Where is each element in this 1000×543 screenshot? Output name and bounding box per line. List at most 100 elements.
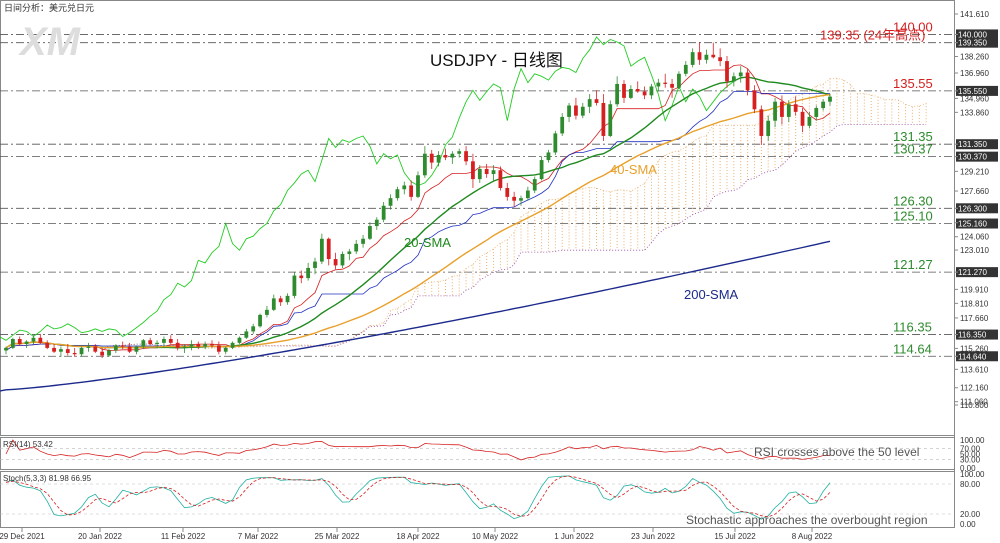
x-tick-label-5: 18 Apr 2022 bbox=[396, 532, 440, 541]
candle-body-19 bbox=[134, 346, 139, 352]
cloud-span-b bbox=[101, 124, 927, 351]
candle-body-23 bbox=[162, 339, 166, 343]
candle-body-82 bbox=[567, 105, 571, 117]
level-label-5: 126.30 bbox=[893, 193, 933, 208]
level-label-8: 116.35 bbox=[893, 320, 932, 335]
level-tick-label-7: 121.270 bbox=[958, 268, 987, 277]
y-tick-label-11: 127.660 bbox=[960, 187, 989, 196]
x-tick-label-7: 1 Jun 2022 bbox=[554, 532, 594, 541]
candle-body-1 bbox=[10, 339, 15, 348]
xm-watermark: XM bbox=[18, 20, 82, 64]
y-tick-label-7: 133.860 bbox=[960, 108, 989, 117]
candle-body-37 bbox=[258, 314, 262, 327]
candle-body-49 bbox=[340, 253, 345, 266]
y-axis-ticks: 141.610 138.260 136.960 134.960 133.860 129.2… bbox=[954, 10, 989, 410]
candle-body-109 bbox=[752, 90, 757, 110]
candle-body-69 bbox=[477, 168, 482, 180]
rsi-title: RSI(14) 53.42 bbox=[3, 440, 53, 449]
rsi-tick-label-3: 30.00 bbox=[960, 456, 981, 465]
candle-body-93 bbox=[642, 91, 647, 96]
candle-body-8 bbox=[59, 349, 63, 352]
x-tick-label-6: 10 May 2022 bbox=[472, 532, 519, 541]
candle-body-27 bbox=[189, 344, 194, 347]
stoch-k-line bbox=[5, 475, 831, 520]
candle-body-11 bbox=[79, 347, 84, 355]
candle-body-10 bbox=[72, 352, 77, 355]
candle-body-16 bbox=[113, 345, 118, 351]
candle-body-86 bbox=[594, 99, 599, 103]
candle-body-80 bbox=[553, 133, 558, 153]
candle-body-95 bbox=[656, 82, 661, 87]
candle-body-36 bbox=[251, 326, 256, 332]
candle-body-110 bbox=[759, 109, 764, 136]
y-tick-label-0: 141.610 bbox=[960, 10, 989, 19]
rsi-annotation: RSI crosses above the 50 level bbox=[754, 445, 919, 459]
candle-body-50 bbox=[347, 251, 352, 254]
candle-body-56 bbox=[388, 198, 393, 206]
candle-body-72 bbox=[498, 170, 503, 188]
level-tick-label-5: 126.300 bbox=[958, 204, 987, 213]
candle-body-22 bbox=[155, 342, 159, 345]
candle-body-32 bbox=[223, 347, 228, 352]
candle-body-108 bbox=[745, 72, 750, 91]
y-tick-label-23: 113.610 bbox=[960, 365, 989, 374]
candle-body-57 bbox=[395, 189, 400, 199]
header-label: 日间分析：美元兑日元 bbox=[4, 2, 94, 13]
candle-body-76 bbox=[525, 190, 530, 199]
x-tick-label-1: 20 Jan 2022 bbox=[78, 532, 123, 541]
sma200-label: 200-SMA bbox=[684, 287, 739, 302]
candle-body-17 bbox=[120, 345, 125, 347]
level-tick-box-2 bbox=[956, 85, 998, 96]
candle-body-75 bbox=[519, 198, 523, 201]
sma200-line bbox=[0, 240, 831, 392]
candle-body-59 bbox=[409, 185, 414, 197]
candle-body-18 bbox=[127, 346, 132, 352]
candle-body-65 bbox=[450, 153, 455, 158]
candle-body-62 bbox=[429, 153, 434, 163]
candle-body-9 bbox=[65, 349, 70, 353]
candle-body-67 bbox=[464, 151, 468, 162]
candle-body-34 bbox=[237, 337, 242, 343]
x-tick-label-4: 25 Mar 2022 bbox=[315, 532, 360, 541]
level-tick-box-3 bbox=[956, 139, 998, 150]
candle-body-119 bbox=[821, 101, 826, 109]
level-tick-box-9 bbox=[956, 351, 998, 362]
candle-body-31 bbox=[216, 345, 221, 352]
level-label-1: 139.35 (24年高点) bbox=[820, 28, 926, 43]
rsi-line bbox=[5, 439, 830, 461]
x-tick-label-9: 15 Jul 2022 bbox=[714, 532, 756, 541]
chikou-line bbox=[0, 36, 735, 341]
candle-body-48 bbox=[333, 259, 338, 266]
y-tick-label-17: 119.910 bbox=[960, 285, 989, 294]
level-tick-label-9: 114.640 bbox=[958, 352, 987, 361]
stoch-title: Stoch(5,3,3) 81.98 66.95 bbox=[3, 474, 92, 483]
candle-body-120 bbox=[828, 96, 832, 102]
y-tick-label-24: 112.160 bbox=[960, 384, 989, 393]
candle-body-43 bbox=[299, 275, 304, 279]
sma40-line bbox=[5, 93, 831, 349]
candle-body-105 bbox=[725, 61, 729, 82]
candle-body-101 bbox=[697, 52, 702, 60]
level-tick-box-6 bbox=[956, 218, 998, 229]
y-tick-label-4: 136.960 bbox=[960, 69, 989, 78]
candle-body-79 bbox=[546, 152, 551, 161]
candle-body-74 bbox=[512, 196, 517, 201]
stoch-d-line bbox=[5, 475, 831, 518]
level-tick-label-6: 125.160 bbox=[958, 220, 987, 229]
cloud-span-a bbox=[101, 77, 927, 351]
candle-body-60 bbox=[416, 175, 420, 197]
candle-body-7 bbox=[52, 347, 56, 352]
candle-body-55 bbox=[381, 205, 386, 220]
candle-body-45 bbox=[313, 261, 317, 268]
candle-body-63 bbox=[436, 154, 441, 163]
candle-body-114 bbox=[786, 104, 791, 117]
stoch-tick-label-2: 20.00 bbox=[960, 510, 981, 519]
level-tick-label-0: 140.000 bbox=[958, 30, 987, 39]
candle-body-70 bbox=[484, 168, 489, 175]
y-tick-label-18: 118.810 bbox=[960, 299, 989, 308]
candle-body-117 bbox=[807, 116, 812, 126]
candle-body-78 bbox=[539, 160, 544, 180]
sma20-label: 20-SMA bbox=[404, 235, 451, 250]
x-tick-label-0: 29 Dec 2021 bbox=[0, 532, 45, 541]
